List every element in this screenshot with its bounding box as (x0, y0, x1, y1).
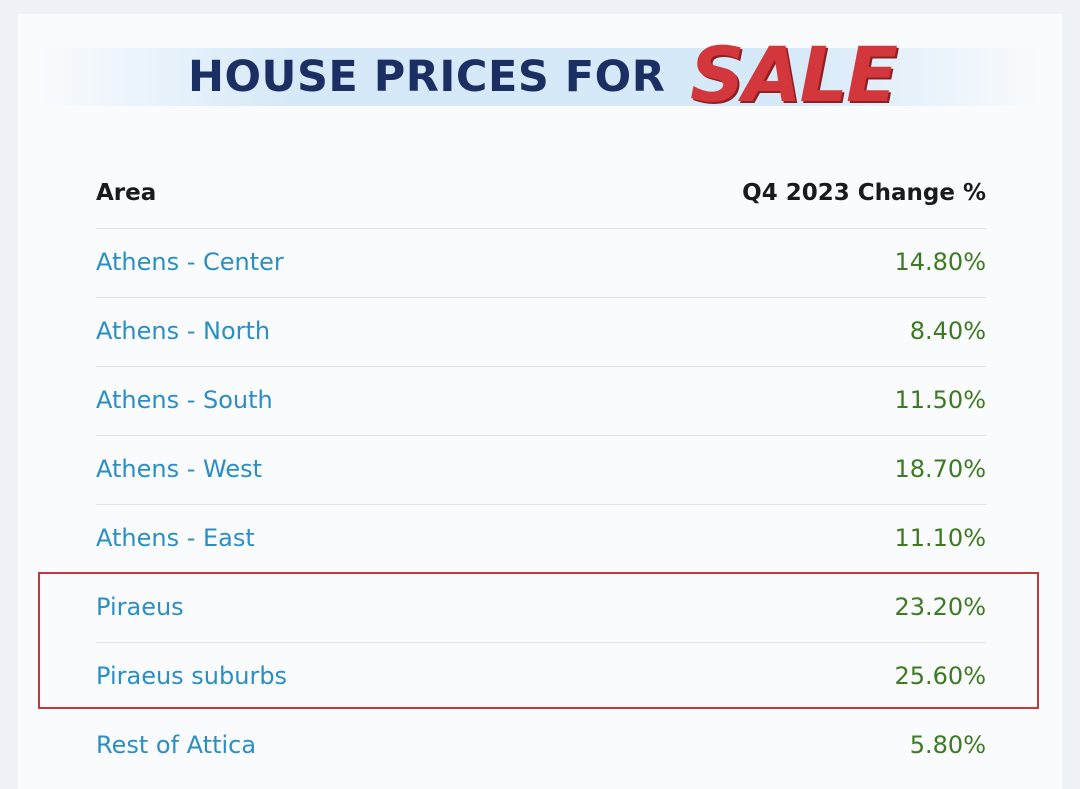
change-value: 25.60% (894, 662, 986, 690)
area-name: Athens - South (96, 386, 273, 414)
area-name: Athens - West (96, 455, 263, 483)
title-banner (40, 48, 1040, 106)
title-highlight: SALE (690, 30, 898, 119)
area-name: Athens - Center (96, 248, 284, 276)
row-separator (96, 297, 986, 298)
area-name: Athens - North (96, 317, 271, 345)
row-separator (96, 642, 986, 643)
change-value: 11.10% (894, 524, 986, 552)
column-header: Area (96, 180, 157, 206)
column-header: Q4 2023 Change % (742, 180, 986, 206)
row-separator (96, 435, 986, 436)
change-value: 5.80% (909, 731, 986, 759)
row-separator (96, 504, 986, 505)
area-name: Athens - East (96, 524, 255, 552)
area-name: Piraeus (96, 593, 184, 621)
title: HOUSE PRICES FOR (188, 52, 666, 102)
change-value: 18.70% (894, 455, 986, 483)
row-separator (96, 228, 986, 229)
row-separator (96, 366, 986, 367)
change-value: 23.20% (894, 593, 986, 621)
area-name: Rest of Attica (96, 731, 257, 759)
change-value: 14.80% (894, 248, 986, 276)
change-value: 11.50% (894, 386, 986, 414)
card (18, 14, 1062, 789)
highlight-box (38, 572, 1039, 709)
area-name: Piraeus suburbs (96, 662, 288, 690)
change-value: 8.40% (909, 317, 986, 345)
